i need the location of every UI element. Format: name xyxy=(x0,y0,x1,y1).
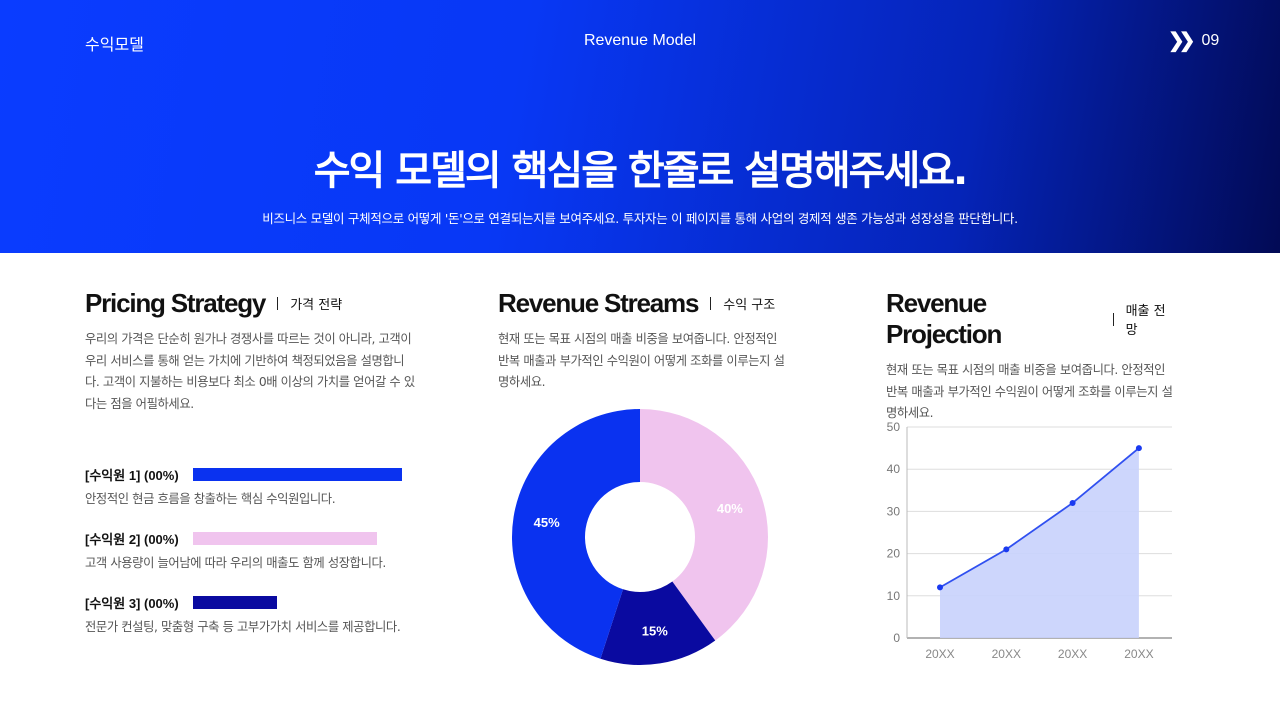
x-tick-label: 20XX xyxy=(1124,647,1153,661)
divider xyxy=(277,297,279,310)
donut-label: 40% xyxy=(717,501,743,516)
revenue-source-text: 전문가 컨설팅, 맞춤형 구축 등 고부가가치 서비스를 제공합니다. xyxy=(85,620,401,634)
revenue-source-text: 고객 사용량이 늘어남에 따라 우리의 매출도 함께 성장합니다. xyxy=(85,556,386,570)
y-tick-label: 10 xyxy=(887,589,901,603)
donut-label: 15% xyxy=(642,623,668,638)
data-point xyxy=(937,584,943,591)
section-subtitle: 수익 구조 xyxy=(723,298,776,313)
x-tick-label: 20XX xyxy=(925,647,954,661)
section-subtitle: 가격 전략 xyxy=(290,298,343,313)
revenue-source-text: 안정적인 현금 흐름을 창출하는 핵심 수익원입니다. xyxy=(85,492,336,506)
x-tick-label: 20XX xyxy=(1058,647,1087,661)
section-title: Pricing Strategy xyxy=(85,288,266,318)
revenue-source-item: [수익원 1] (00%) 안정적인 현금 흐름을 창출하는 핵심 수익원입니다. xyxy=(85,465,402,507)
divider xyxy=(1112,312,1114,326)
section-subtitle: 매출 전망 xyxy=(1125,304,1166,338)
data-point xyxy=(1069,499,1076,506)
revenue-source-label: [수익원 2] (00%) xyxy=(85,532,179,547)
section-description: 현재 또는 목표 시점의 매출 비중을 보여줍니다. 안정적인 반복 매출과 부… xyxy=(498,332,785,389)
section-title: Revenue Projection xyxy=(886,288,1002,349)
donut-label: 45% xyxy=(534,515,560,530)
revenue-source-label: [수익원 1] (00%) xyxy=(85,468,179,483)
area-chart: 0 10 20 30 40 50 20XX 20XX 20XX 20XX xyxy=(887,420,1172,661)
revenue-source-item: [수익원 2] (00%) 고객 사용량이 늘어남에 따라 우리의 매출도 함께 … xyxy=(85,529,386,571)
donut-chart: 40% 15% 45% xyxy=(512,409,768,665)
data-point xyxy=(1135,445,1142,452)
divider xyxy=(710,297,712,310)
slide-topic: Revenue Model xyxy=(583,32,697,49)
y-tick-label: 40 xyxy=(887,462,901,476)
double-chevron-right-icon: ❯❯ xyxy=(1168,30,1195,52)
revenue-source-bar xyxy=(193,596,277,609)
section-description: 현재 또는 목표 시점의 매출 비중을 보여줍니다. 안정적인 반복 매출과 부… xyxy=(886,363,1173,420)
y-tick-label: 50 xyxy=(887,420,901,434)
streams-section: Revenue Streams 수익 구조 현재 또는 목표 시점의 매출 비중을… xyxy=(498,288,788,394)
x-tick-label: 20XX xyxy=(992,647,1021,661)
series-line xyxy=(939,447,1140,589)
pricing-section: Pricing Strategy 가격 전략 우리의 가격은 단순히 원가나 경쟁… xyxy=(85,288,415,415)
projection-section: Revenue Projection 매출 전망 현재 또는 목표 시점의 매출 … xyxy=(886,288,1176,425)
hero-banner: 수익모델 Revenue Model ❯❯ 09 수익 모델의 핵심을 한줄로 설… xyxy=(0,0,1280,253)
revenue-source-label: [수익원 3] (00%) xyxy=(85,596,179,611)
revenue-source-bar xyxy=(193,532,377,545)
section-label: 수익모델 xyxy=(85,35,144,54)
page-subtitle: 비즈니스 모델이 구체적으로 어떻게 '돈'으로 연결되는지를 보여주세요. 투… xyxy=(262,211,1018,226)
page-number: 09 xyxy=(1201,32,1220,49)
data-point xyxy=(1003,546,1010,553)
section-description: 우리의 가격은 단순히 원가나 경쟁사를 따르는 것이 아니라, 고객이 우리 … xyxy=(85,332,415,411)
page-title: 수익 모델의 핵심을 한줄로 설명해주세요. xyxy=(313,148,969,194)
donut-slice xyxy=(600,581,716,665)
page-indicator: ❯❯ 09 xyxy=(1168,30,1220,52)
area-fill xyxy=(940,448,1139,638)
donut-slice xyxy=(640,409,768,641)
y-tick-label: 30 xyxy=(887,504,901,518)
y-tick-label: 20 xyxy=(887,547,901,561)
y-tick-label: 0 xyxy=(893,631,900,645)
revenue-source-bar xyxy=(193,468,402,481)
donut-slice xyxy=(512,409,640,659)
revenue-source-item: [수익원 3] (00%) 전문가 컨설팅, 맞춤형 구축 등 고부가가치 서비스… xyxy=(85,593,401,635)
section-title: Revenue Streams xyxy=(498,288,699,318)
